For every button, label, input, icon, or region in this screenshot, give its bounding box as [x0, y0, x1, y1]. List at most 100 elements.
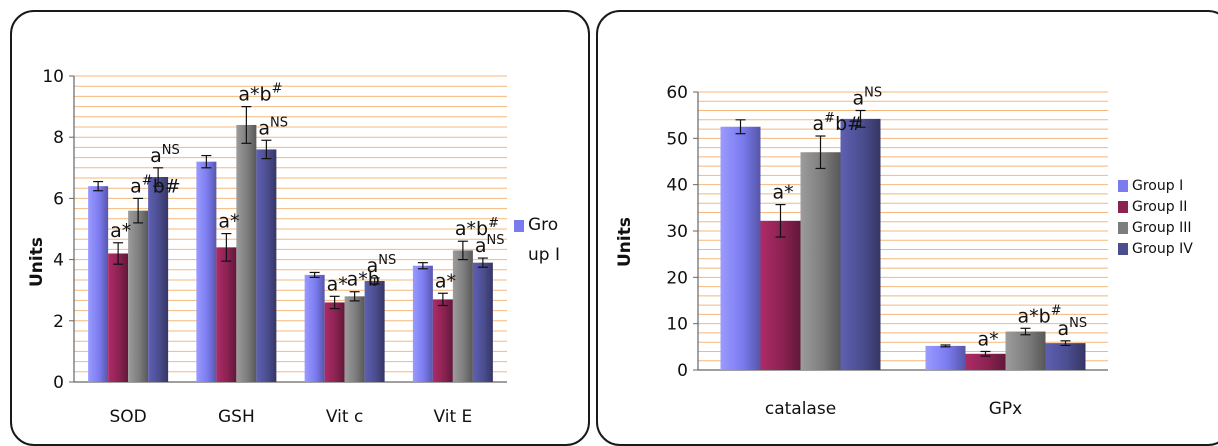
y-tick-label: 6 — [53, 189, 64, 209]
y-tick-label: 40 — [666, 176, 688, 196]
significance-label: aNS — [853, 86, 883, 110]
bar — [148, 176, 169, 382]
y-axis-label: Units — [27, 237, 47, 287]
y-tick-label: 60 — [666, 83, 688, 103]
bar — [925, 345, 966, 370]
bar — [236, 124, 257, 383]
y-tick-label: 50 — [666, 129, 688, 149]
x-tick-label: Vit c — [326, 407, 363, 427]
significance-text: a — [475, 235, 487, 257]
significance-text: a — [327, 273, 339, 295]
bar — [216, 247, 237, 382]
x-tick-label: Vit E — [433, 407, 472, 427]
significance-text: a*b — [347, 269, 380, 291]
bar — [128, 210, 149, 382]
significance-label: aNS — [150, 143, 180, 167]
bar — [760, 220, 801, 370]
significance-sup: # — [142, 173, 153, 188]
legend: Group I Group II Group III Group IV — [1118, 178, 1193, 257]
significance-text: a — [110, 220, 122, 242]
significance-label: aNS — [367, 253, 397, 277]
bar — [412, 265, 433, 382]
significance-tail: * — [122, 220, 132, 242]
bar — [304, 274, 325, 382]
legend-label: Gro up I — [528, 215, 560, 265]
significance-sup: # — [488, 216, 499, 231]
significance-tail: b# — [153, 175, 181, 197]
significance-tail: * — [338, 273, 348, 295]
significance-sup: NS — [487, 233, 505, 248]
legend-swatch — [1118, 201, 1128, 213]
bar — [965, 353, 1006, 370]
significance-text: a — [978, 328, 990, 350]
legend: Gro up I — [514, 215, 560, 265]
significance-text: a — [258, 117, 270, 139]
bar — [364, 281, 385, 382]
significance-text: a — [853, 88, 865, 110]
significance-label: a#b# — [813, 111, 864, 135]
significance-text: a — [1058, 318, 1070, 340]
x-tick-label: GPx — [989, 399, 1023, 419]
bar — [108, 253, 129, 382]
significance-sup: # — [824, 111, 835, 126]
legend-swatch — [1118, 180, 1128, 192]
bar — [88, 186, 109, 382]
y-tick-label: 0 — [53, 373, 64, 393]
bars — [88, 105, 493, 383]
significance-label: aNS — [1058, 316, 1088, 340]
significance-label: a*b# — [238, 82, 282, 106]
legend-label: Group II — [1132, 199, 1187, 215]
bar — [432, 299, 453, 382]
bar — [720, 126, 761, 370]
y-tick-label: 2 — [53, 312, 64, 332]
bar — [1005, 331, 1046, 370]
significance-text: a — [773, 182, 785, 204]
significance-sup: # — [1051, 303, 1062, 318]
significance-label: a* — [218, 211, 239, 233]
significance-label: aNS — [475, 233, 505, 257]
bar — [344, 296, 365, 382]
significance-label: aNS — [258, 115, 288, 139]
legend-label: Group IV — [1132, 241, 1193, 257]
significance-tail: * — [989, 328, 999, 350]
significance-label: a*b# — [1018, 303, 1062, 327]
y-tick-label: 8 — [53, 128, 64, 148]
legend-label-line: up I — [528, 245, 560, 265]
legend-swatch — [1118, 243, 1128, 255]
significance-text: a — [367, 255, 379, 277]
significance-sup: NS — [162, 143, 180, 158]
y-tick-label: 30 — [666, 222, 688, 242]
significance-text: a — [813, 113, 825, 135]
significance-sup: NS — [864, 86, 882, 101]
significance-text: a — [218, 211, 230, 233]
significance-text: a — [130, 175, 142, 197]
x-tick-label: GSH — [218, 407, 255, 427]
significance-tail: * — [447, 270, 457, 292]
y-tick-label: 20 — [666, 268, 688, 288]
bar — [256, 149, 277, 382]
significance-label: a* — [978, 328, 999, 350]
legend-label: Group III — [1132, 220, 1191, 236]
y-tick-label: 0 — [677, 361, 688, 381]
significance-text: a*b — [1018, 305, 1051, 327]
significance-label: a*b — [347, 269, 380, 291]
significance-label: a* — [435, 270, 456, 292]
significance-sup: NS — [378, 253, 396, 268]
y-tick-label: 4 — [53, 251, 64, 271]
legend-swatch — [514, 220, 524, 232]
bars — [720, 109, 1086, 370]
y-tick-label: 10 — [666, 315, 688, 335]
significance-label: a#b# — [130, 173, 181, 197]
y-axis-label: Units — [615, 217, 635, 267]
bar — [840, 118, 881, 370]
significance-label: a* — [773, 182, 794, 204]
significance-label: a* — [327, 273, 348, 295]
significance-tail: * — [784, 182, 794, 204]
legend-label: Group I — [1132, 178, 1183, 194]
bar — [324, 302, 345, 382]
legend-label-line: Gro — [528, 215, 558, 235]
significance-sup: NS — [270, 115, 288, 130]
significance-sup: # — [272, 82, 283, 97]
